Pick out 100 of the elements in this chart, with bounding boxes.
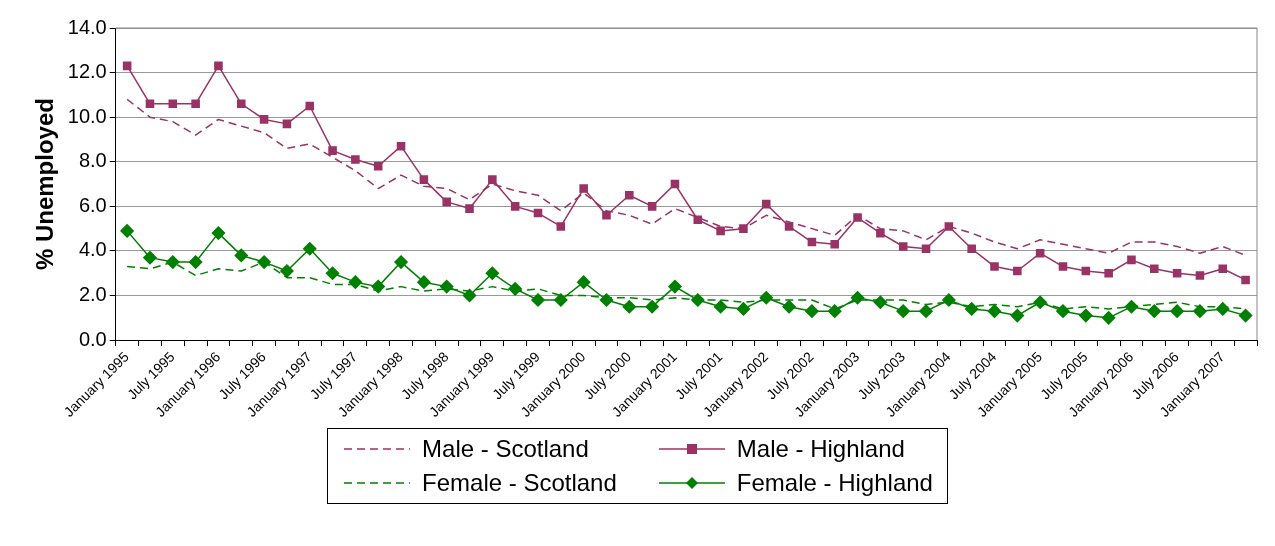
- point: [1218, 264, 1228, 274]
- point: [417, 275, 431, 289]
- point: [302, 241, 317, 256]
- point: [1058, 262, 1068, 271]
- point: [579, 184, 588, 193]
- point: [462, 288, 477, 303]
- point: [716, 226, 725, 236]
- point: [533, 208, 543, 218]
- point: [602, 210, 611, 220]
- point: [234, 248, 249, 263]
- point: [713, 299, 728, 314]
- point: [668, 279, 682, 294]
- point: [348, 275, 363, 289]
- point: [328, 146, 337, 155]
- point: [1056, 304, 1070, 318]
- y-axis-title: % Unemployed: [31, 98, 59, 271]
- point: [1035, 248, 1045, 258]
- point: [622, 299, 637, 314]
- point: [145, 99, 155, 109]
- point: [670, 179, 680, 189]
- point: [1170, 304, 1184, 318]
- point: [944, 222, 954, 231]
- legend-label: Female - Highland: [736, 469, 933, 497]
- point: [782, 299, 796, 314]
- y-tick-label: 12.0: [67, 60, 107, 83]
- point: [419, 175, 429, 184]
- point: [188, 255, 203, 269]
- point: [739, 224, 748, 233]
- point: [1081, 266, 1091, 276]
- point: [1033, 295, 1047, 309]
- point: [896, 304, 910, 318]
- point: [967, 244, 976, 254]
- point: [373, 161, 383, 171]
- point: [122, 61, 132, 71]
- point: [282, 119, 292, 129]
- point: [625, 190, 634, 200]
- point: [508, 282, 522, 296]
- point: [759, 291, 773, 305]
- y-tick-label: 10.0: [67, 104, 107, 127]
- point: [554, 293, 568, 307]
- point: [1147, 304, 1162, 318]
- point: [396, 141, 406, 151]
- point: [990, 262, 999, 271]
- point: [853, 213, 862, 222]
- legend-label: Male - Scotland: [422, 435, 589, 463]
- point: [1101, 311, 1116, 325]
- point: [876, 228, 885, 238]
- point: [942, 293, 956, 307]
- point: [166, 255, 180, 269]
- point: [576, 275, 591, 289]
- point: [236, 99, 246, 109]
- point: [736, 302, 751, 316]
- y-tick-label: 6.0: [78, 193, 107, 216]
- point: [761, 199, 771, 209]
- point: [257, 255, 271, 269]
- point: [1127, 255, 1136, 265]
- y-tick-label: 0.0: [78, 327, 107, 350]
- legend-label: Female - Scotland: [422, 469, 617, 497]
- point: [120, 224, 134, 238]
- point: [485, 266, 500, 280]
- point: [987, 304, 1002, 318]
- point: [531, 293, 545, 307]
- point: [371, 279, 385, 294]
- point: [647, 202, 657, 211]
- point: [784, 222, 794, 231]
- point: [488, 175, 497, 184]
- point: [465, 204, 474, 213]
- point: [830, 239, 840, 249]
- point: [280, 264, 294, 278]
- point: [214, 61, 223, 71]
- point: [1079, 308, 1093, 323]
- point: [1013, 266, 1022, 276]
- y-tick-label: 2.0: [78, 283, 107, 306]
- point: [1104, 268, 1113, 278]
- point: [898, 242, 908, 251]
- point: [305, 101, 315, 111]
- y-tick-label: 8.0: [78, 149, 107, 172]
- point: [259, 115, 269, 124]
- point: [1172, 268, 1182, 278]
- point: [964, 302, 979, 316]
- point: [807, 237, 817, 247]
- point: [645, 299, 659, 314]
- point: [850, 291, 865, 305]
- point: [1241, 275, 1250, 285]
- point: [1193, 304, 1207, 318]
- point: [827, 304, 842, 318]
- point: [1238, 308, 1253, 323]
- point: [394, 255, 408, 269]
- point: [1150, 264, 1159, 274]
- point: [1124, 299, 1139, 314]
- point: [351, 155, 360, 164]
- point: [919, 304, 933, 318]
- y-tick-label: 4.0: [78, 238, 107, 261]
- point: [556, 222, 566, 231]
- point: [442, 197, 451, 207]
- point: [1195, 271, 1205, 280]
- point: [873, 295, 888, 309]
- point: [1010, 308, 1025, 323]
- y-tick-label: 14.0: [67, 15, 107, 38]
- point: [439, 279, 454, 294]
